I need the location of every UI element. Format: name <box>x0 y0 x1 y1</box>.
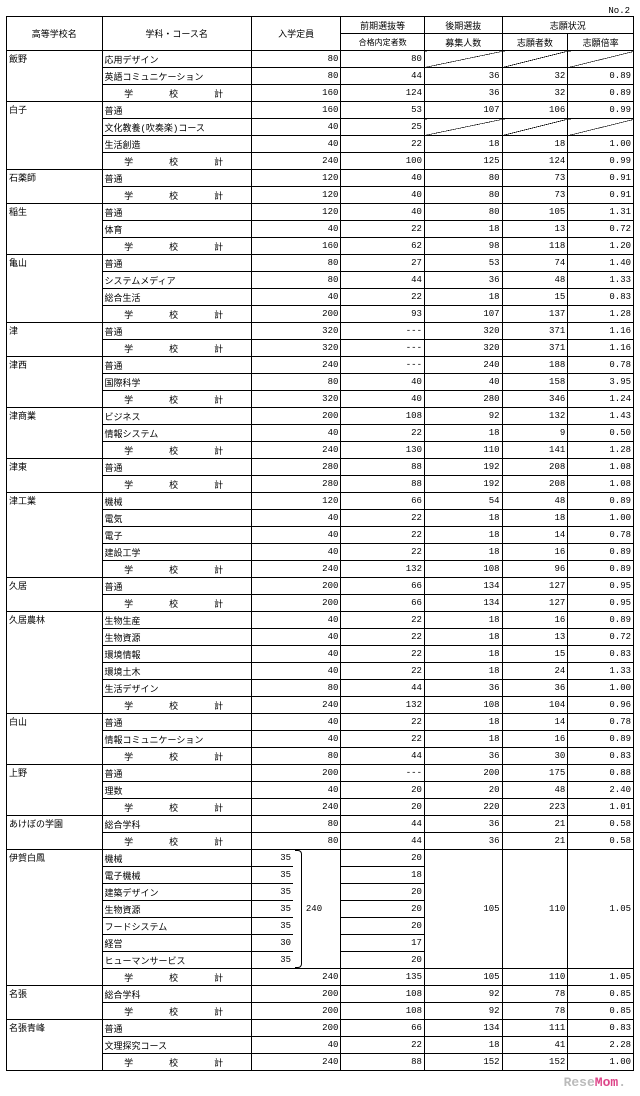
school-name: 白山 <box>7 714 103 765</box>
brand-logo: ReseMom. <box>6 1071 634 1090</box>
page-number: No.2 <box>6 6 634 16</box>
dept: 普通 <box>102 1020 251 1037</box>
dept: 機械 <box>102 850 251 867</box>
subtotal-label: 学 校 計 <box>102 969 251 986</box>
dept: 総合生活 <box>102 289 251 306</box>
dept: 経営 <box>102 935 251 952</box>
dept: 文化教養(吹奏楽)コース <box>102 119 251 136</box>
school-name: あけぼの学園 <box>7 816 103 850</box>
dept: フードシステム <box>102 918 251 935</box>
dept: 環境土木 <box>102 663 251 680</box>
subtotal-label: 学 校 計 <box>102 187 251 204</box>
subtotal-label: 学 校 計 <box>102 340 251 357</box>
h-late: 後期選抜 <box>424 17 502 34</box>
school-name: 久居農林 <box>7 612 103 714</box>
dept: ビジネス <box>102 408 251 425</box>
dept: 体育 <box>102 221 251 238</box>
dept: 普通 <box>102 170 251 187</box>
school-name: 白子 <box>7 102 103 170</box>
subtotal-label: 学 校 計 <box>102 238 251 255</box>
subtotal-label: 学 校 計 <box>102 1054 251 1071</box>
dept: 国際科学 <box>102 374 251 391</box>
dept: ヒューマンサービス <box>102 952 251 969</box>
h-app-n: 志願者数 <box>502 34 568 51</box>
subtotal-label: 学 校 計 <box>102 85 251 102</box>
subtotal-label: 学 校 計 <box>102 306 251 323</box>
subtotal-label: 学 校 計 <box>102 833 251 850</box>
dept: 文理探究コース <box>102 1037 251 1054</box>
dept: 普通 <box>102 204 251 221</box>
dept: 総合学科 <box>102 986 251 1003</box>
school-name: 名張 <box>7 986 103 1020</box>
dept: 普通 <box>102 714 251 731</box>
dept: 生物資源 <box>102 629 251 646</box>
dept: 電子 <box>102 527 251 544</box>
dept: 普通 <box>102 578 251 595</box>
admission-table: 高等学校名 学科・コース名 入学定員 前期選抜等 後期選抜 志願状況 合格内定者… <box>6 16 634 1071</box>
school-name: 名張青峰 <box>7 1020 103 1071</box>
dept: 普通 <box>102 459 251 476</box>
h-late-sub: 募集人数 <box>424 34 502 51</box>
h-school: 高等学校名 <box>7 17 103 51</box>
h-early-sub: 合格内定者数 <box>341 34 425 51</box>
subtotal-label: 学 校 計 <box>102 799 251 816</box>
school-name: 津工業 <box>7 493 103 578</box>
subtotal-label: 学 校 計 <box>102 1003 251 1020</box>
school-name: 亀山 <box>7 255 103 323</box>
subtotal-label: 学 校 計 <box>102 595 251 612</box>
dept: 生活デザイン <box>102 680 251 697</box>
dept: 普通 <box>102 323 251 340</box>
subtotal-label: 学 校 計 <box>102 391 251 408</box>
school-name: 飯野 <box>7 51 103 102</box>
dept: 建設工学 <box>102 544 251 561</box>
dept: 環境情報 <box>102 646 251 663</box>
dept: 普通 <box>102 357 251 374</box>
school-name: 石薬師 <box>7 170 103 204</box>
dept: 生物資源 <box>102 901 251 918</box>
dept: 普通 <box>102 765 251 782</box>
dept: 総合学科 <box>102 816 251 833</box>
h-app-r: 志願倍率 <box>568 34 634 51</box>
dept: 生物生産 <box>102 612 251 629</box>
dept: 理数 <box>102 782 251 799</box>
dept: 機械 <box>102 493 251 510</box>
h-early: 前期選抜等 <box>341 17 425 34</box>
dept: 普通 <box>102 255 251 272</box>
h-app: 志願状況 <box>502 17 633 34</box>
dept: 電子機械 <box>102 867 251 884</box>
dept: 建築デザイン <box>102 884 251 901</box>
dept: 応用デザイン <box>102 51 251 68</box>
h-dept: 学科・コース名 <box>102 17 251 51</box>
school-name: 久居 <box>7 578 103 612</box>
subtotal-label: 学 校 計 <box>102 561 251 578</box>
dept: 英語コミュニケーション <box>102 68 251 85</box>
dept: 情報コミュニケーション <box>102 731 251 748</box>
school-name: 津 <box>7 323 103 357</box>
school-name: 津東 <box>7 459 103 493</box>
subtotal-label: 学 校 計 <box>102 476 251 493</box>
dept: 情報システム <box>102 425 251 442</box>
school-name: 稲生 <box>7 204 103 255</box>
h-cap: 入学定員 <box>251 17 341 51</box>
school-name: 津商業 <box>7 408 103 459</box>
school-name: 伊賀白鳳 <box>7 850 103 986</box>
dept: システムメディア <box>102 272 251 289</box>
subtotal-label: 学 校 計 <box>102 748 251 765</box>
school-name: 津西 <box>7 357 103 408</box>
subtotal-label: 学 校 計 <box>102 442 251 459</box>
dept: 普通 <box>102 102 251 119</box>
school-name: 上野 <box>7 765 103 816</box>
subtotal-label: 学 校 計 <box>102 697 251 714</box>
subtotal-label: 学 校 計 <box>102 153 251 170</box>
dept: 生活創造 <box>102 136 251 153</box>
dept: 電気 <box>102 510 251 527</box>
